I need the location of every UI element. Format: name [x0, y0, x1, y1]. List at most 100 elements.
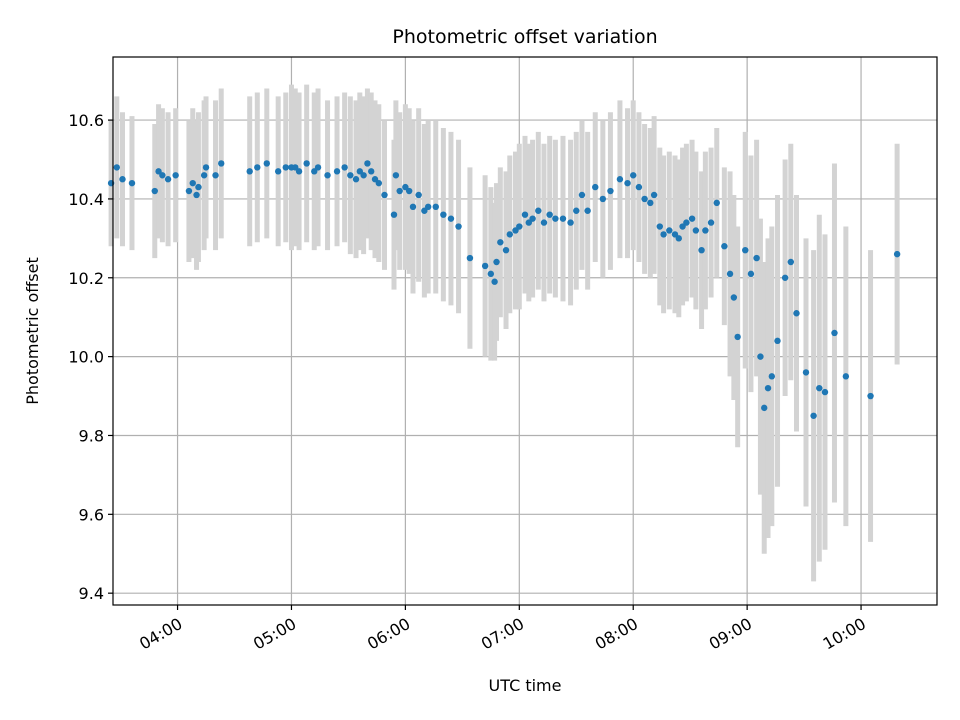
data-point	[666, 227, 673, 234]
data-point	[432, 203, 439, 211]
data-point	[466, 254, 474, 262]
data-point	[212, 172, 219, 179]
data-point	[768, 373, 776, 380]
data-point	[159, 172, 166, 179]
data-point	[295, 168, 303, 175]
data-point	[641, 195, 648, 203]
data-point	[535, 207, 542, 214]
data-point	[303, 160, 310, 167]
data-point	[616, 176, 624, 183]
data-point	[525, 219, 532, 226]
data-point	[730, 294, 738, 301]
data-point	[246, 168, 253, 175]
data-point	[679, 223, 686, 230]
data-point	[656, 223, 664, 230]
data-point	[455, 223, 462, 230]
data-point	[867, 392, 874, 400]
y-tick-label: 10.0	[68, 348, 104, 367]
data-point	[540, 219, 548, 226]
data-point	[113, 164, 120, 171]
y-tick-label: 10.6	[68, 111, 104, 130]
data-point	[707, 219, 715, 226]
data-point	[185, 187, 193, 195]
data-point	[552, 215, 559, 222]
data-point	[559, 215, 567, 222]
data-point	[516, 223, 523, 230]
data-point	[702, 227, 709, 234]
data-point	[781, 274, 789, 281]
data-point	[734, 333, 741, 341]
data-point	[195, 183, 202, 191]
data-point	[364, 160, 371, 167]
data-point	[333, 168, 341, 175]
data-point	[521, 211, 529, 218]
data-point	[573, 207, 580, 214]
data-point	[742, 246, 749, 254]
data-point	[635, 183, 643, 191]
data-point	[368, 168, 375, 175]
data-point	[802, 369, 810, 376]
data-point	[810, 412, 817, 419]
data-point	[567, 219, 574, 226]
data-point	[650, 191, 658, 199]
y-tick-label: 10.4	[68, 190, 104, 209]
data-point	[352, 176, 360, 183]
data-point	[683, 219, 690, 226]
data-point	[119, 176, 126, 183]
data-point	[753, 254, 760, 262]
x-axis-label: UTC time	[489, 676, 562, 695]
data-point	[421, 207, 428, 214]
y-tick-label: 10.2	[68, 269, 104, 288]
data-point	[487, 270, 495, 278]
data-point	[128, 179, 136, 187]
data-point	[671, 231, 679, 238]
data-point	[292, 164, 299, 171]
data-point	[200, 172, 208, 179]
data-point	[356, 168, 364, 175]
data-point	[787, 258, 795, 266]
data-point	[599, 195, 607, 203]
data-point	[546, 211, 553, 218]
data-point	[324, 172, 331, 179]
data-point	[263, 160, 270, 167]
data-point	[409, 203, 417, 211]
data-point	[424, 203, 432, 211]
data-point	[381, 191, 388, 199]
data-point	[390, 211, 398, 218]
data-point	[371, 176, 379, 183]
data-point	[392, 172, 400, 179]
y-tick-label: 9.8	[79, 426, 104, 445]
data-point	[396, 187, 403, 195]
data-point	[481, 262, 489, 270]
data-point	[405, 187, 413, 195]
data-point	[529, 215, 536, 222]
data-point	[506, 231, 514, 238]
chart-title: Photometric offset variation	[392, 26, 657, 48]
data-point	[347, 172, 354, 179]
data-points	[107, 160, 901, 419]
data-point	[578, 191, 586, 199]
data-point	[698, 246, 705, 254]
data-point	[155, 168, 162, 175]
y-tick-label: 9.4	[79, 584, 104, 603]
data-point	[584, 207, 591, 214]
data-point	[821, 388, 829, 396]
data-point	[497, 239, 504, 246]
data-point	[189, 179, 196, 187]
data-point	[675, 235, 682, 242]
y-tick-label: 9.6	[79, 505, 104, 524]
y-axis-label: Photometric offset	[23, 257, 42, 405]
data-point	[831, 329, 838, 337]
data-point	[172, 172, 179, 179]
data-point	[274, 168, 282, 175]
data-point	[491, 278, 498, 285]
data-point	[375, 179, 383, 187]
data-point	[607, 187, 614, 195]
data-point	[893, 250, 901, 258]
data-point	[254, 164, 261, 171]
data-point	[747, 270, 755, 278]
data-point	[757, 353, 764, 360]
data-point	[447, 215, 455, 222]
data-point	[764, 384, 772, 392]
